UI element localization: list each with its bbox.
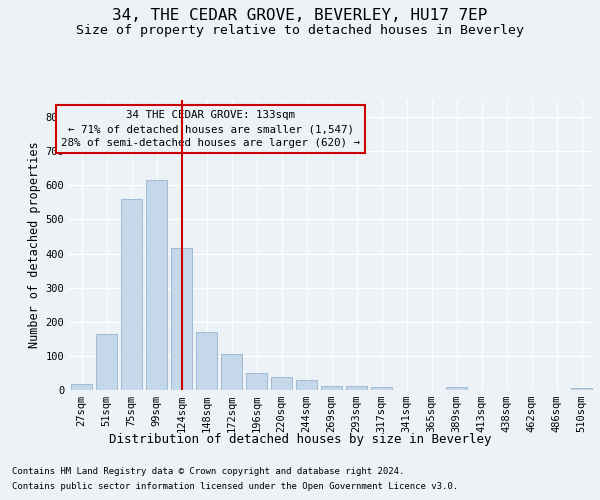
Bar (196, 332, 217, 390)
Bar (221, 354, 242, 390)
Bar (71, 384, 92, 390)
Bar (371, 386, 392, 390)
Bar (121, 199, 142, 390)
Bar (271, 377, 292, 390)
Bar (571, 388, 592, 390)
Bar (96, 334, 117, 390)
Bar (171, 248, 192, 390)
Bar (346, 386, 367, 390)
Text: 34 THE CEDAR GROVE: 133sqm
← 71% of detached houses are smaller (1,547)
28% of s: 34 THE CEDAR GROVE: 133sqm ← 71% of deta… (61, 110, 360, 148)
Text: Distribution of detached houses by size in Beverley: Distribution of detached houses by size … (109, 432, 491, 446)
Bar (321, 386, 342, 390)
Text: 34, THE CEDAR GROVE, BEVERLEY, HU17 7EP: 34, THE CEDAR GROVE, BEVERLEY, HU17 7EP (112, 8, 488, 22)
Text: Size of property relative to detached houses in Beverley: Size of property relative to detached ho… (76, 24, 524, 37)
Text: Contains HM Land Registry data © Crown copyright and database right 2024.: Contains HM Land Registry data © Crown c… (12, 467, 404, 476)
Bar (446, 388, 467, 390)
Bar (246, 373, 267, 390)
Y-axis label: Number of detached properties: Number of detached properties (28, 142, 41, 348)
Bar (296, 380, 317, 390)
Bar (146, 180, 167, 390)
Text: Contains public sector information licensed under the Open Government Licence v3: Contains public sector information licen… (12, 482, 458, 491)
